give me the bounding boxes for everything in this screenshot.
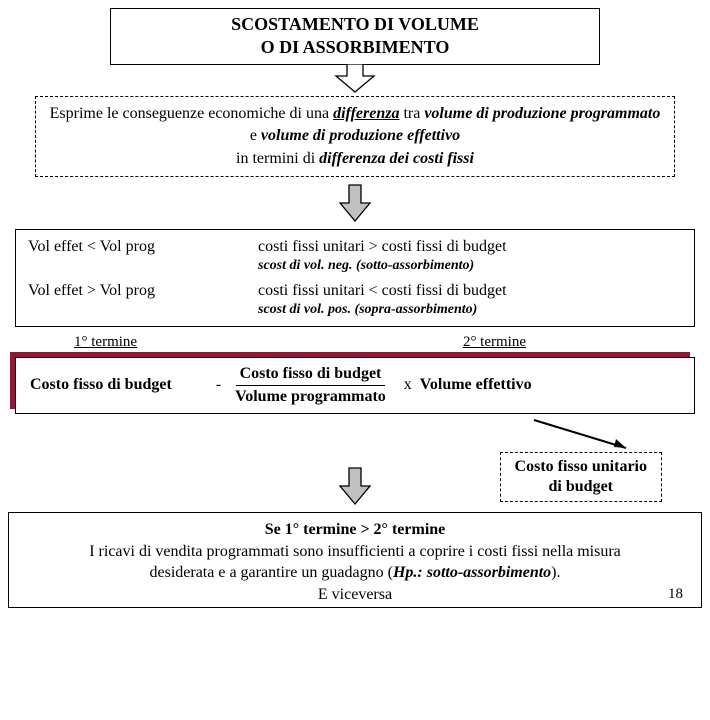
case1-left: Vol effet < Vol prog — [28, 238, 258, 256]
final-l1: Se 1° termine > 2° termine — [265, 521, 446, 538]
final-l2a: I ricavi di vendita programmati sono ins… — [89, 543, 621, 560]
arrow-gray-1 — [338, 183, 372, 223]
final-l3: E viceversa — [318, 586, 392, 603]
case1-note: scost di vol. neg. (sotto-assorbimento) — [258, 258, 474, 273]
case2-left: Vol effet > Vol prog — [28, 282, 258, 300]
callout-box: Costo fisso unitario di budget — [500, 452, 662, 502]
term1-label: 1° termine — [68, 333, 143, 353]
arrow-hollow-down — [332, 64, 378, 94]
title-line1: SCOSTAMENTO DI VOLUME — [231, 14, 479, 34]
intro-vp2: volume di produzione effettivo — [261, 127, 460, 144]
intro-diff: differenza — [333, 105, 399, 122]
intro-l3b: differenza dei costi fissi — [319, 150, 474, 167]
formula-term1: Costo fisso di budget — [30, 376, 172, 394]
formula-outer: Costo fisso di budget - Costo fisso di b… — [15, 357, 695, 414]
intro-l3a: in termini di — [236, 150, 319, 167]
term2-label: 2° termine — [457, 333, 532, 353]
final-box: Se 1° termine > 2° termine I ricavi di v… — [8, 512, 702, 608]
formula-fraction: Costo fisso di budget Volume programmato — [235, 364, 386, 407]
final-l2b: desiderata e a garantire un guadagno ( — [150, 564, 393, 581]
frac-num: Costo fisso di budget — [236, 364, 386, 386]
case-1: Vol effet < Vol prog costi fissi unitari… — [28, 238, 682, 274]
callout-l1: Costo fisso unitario — [515, 458, 647, 475]
title-line2: O DI ASSORBIMENTO — [261, 37, 450, 57]
frac-den: Volume programmato — [235, 386, 386, 407]
callout-inner: Costo fisso unitario di budget — [500, 418, 662, 502]
final-hp: Hp.: sotto-assorbimento — [393, 564, 551, 581]
case1-right: costi fissi unitari > costi fissi di bud… — [258, 238, 682, 274]
formula-minus: - — [216, 376, 221, 394]
formula-vol: Volume effettivo — [420, 376, 532, 394]
formula-box: Costo fisso di budget - Costo fisso di b… — [15, 357, 695, 414]
case-2: Vol effet > Vol prog costi fissi unitari… — [28, 282, 682, 318]
title-box: SCOSTAMENTO DI VOLUME O DI ASSORBIMENTO — [110, 8, 600, 65]
intro-box: Esprime le conseguenze economiche di una… — [35, 96, 675, 177]
cases-box: Vol effet < Vol prog costi fissi unitari… — [15, 229, 695, 327]
case2-right-text: costi fissi unitari < costi fissi di bud… — [258, 282, 507, 299]
arrow-gray-2 — [338, 466, 372, 506]
callout-connector — [526, 418, 636, 452]
case1-right-text: costi fissi unitari > costi fissi di bud… — [258, 238, 507, 255]
page-number: 18 — [668, 584, 683, 604]
case2-note: scost di vol. pos. (sopra-assorbimento) — [258, 302, 477, 317]
case2-right: costi fissi unitari < costi fissi di bud… — [258, 282, 682, 318]
intro-vp1: volume di produzione programmato — [424, 105, 660, 122]
termine-labels: 1° termine 2° termine — [8, 333, 702, 353]
callout-l2: di budget — [549, 478, 613, 495]
intro-e: e — [250, 127, 261, 144]
final-l2c: ). — [551, 564, 560, 581]
intro-mid1: tra — [399, 105, 424, 122]
intro-pre: Esprime le conseguenze economiche di una — [50, 105, 333, 122]
formula-x: x — [404, 376, 412, 394]
